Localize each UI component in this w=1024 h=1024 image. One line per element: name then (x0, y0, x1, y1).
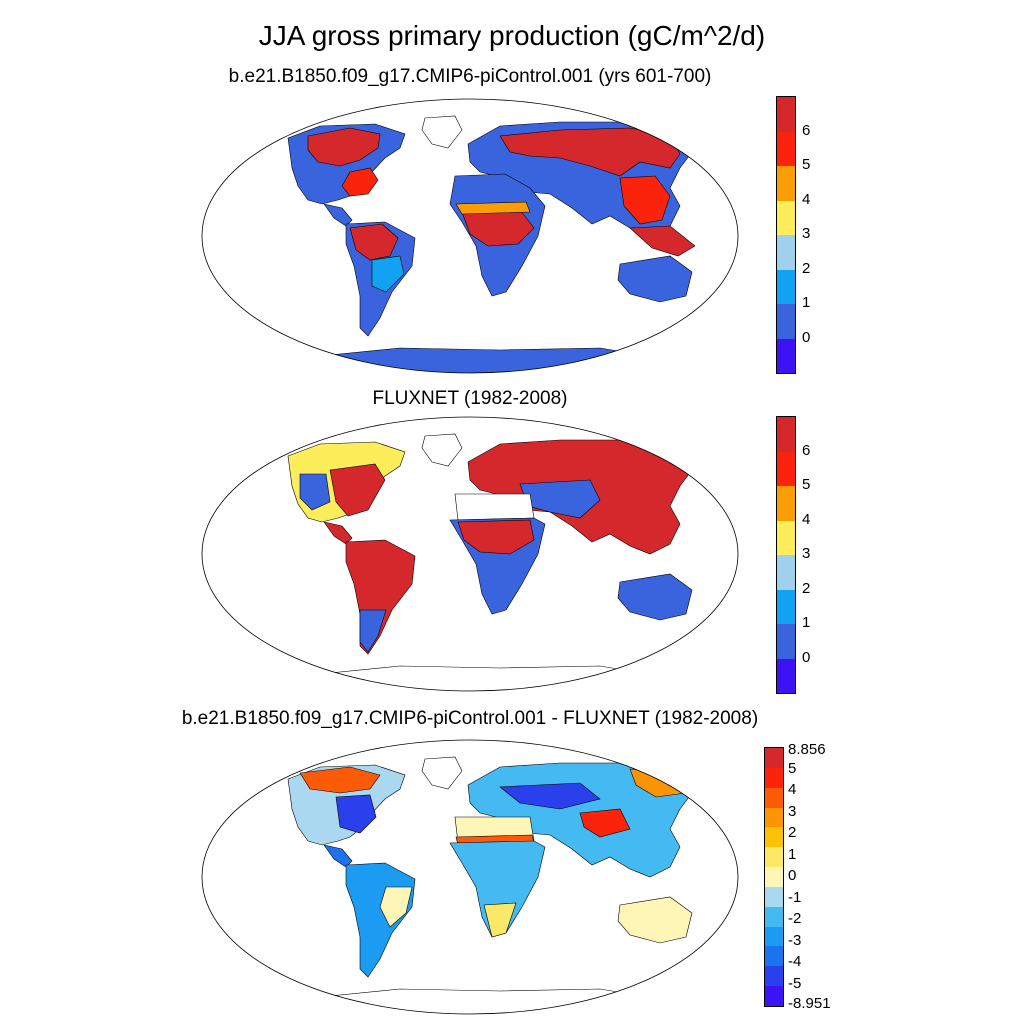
colorbar-segment (777, 338, 795, 373)
colorbar-segment (777, 520, 795, 555)
colorbar-label: 3 (802, 225, 811, 242)
colorbar-segment (765, 807, 783, 828)
colorbar-label: 3 (802, 545, 811, 562)
colorbar-segment (777, 131, 795, 166)
colorbar-label: 2 (788, 824, 797, 841)
north-america-east (329, 463, 386, 517)
colorbar-label: 4 (788, 781, 797, 798)
asia-plateau (579, 808, 631, 838)
colorbar-segment (777, 304, 795, 339)
colorbar-label: -1 (788, 888, 802, 906)
colorbar-segment (777, 97, 795, 132)
colorbar-label: -8.951 (788, 995, 831, 1012)
australia (617, 896, 693, 944)
colorbar-segment (777, 235, 795, 270)
colorbar-segment (765, 827, 783, 848)
north-america-east (341, 167, 379, 197)
colorbar-segment (777, 166, 795, 201)
colorbar-segment (765, 787, 783, 808)
colorbar-label: 0 (802, 648, 811, 666)
australia (617, 573, 693, 621)
north-america-east (335, 794, 377, 834)
colorbar-segment (765, 767, 783, 788)
colorbar-segment (777, 269, 795, 304)
colorbar-label: -5 (788, 974, 802, 992)
colorbar-segment (765, 946, 783, 967)
colorbar-label: -2 (788, 910, 802, 927)
panel-3-title: b.e21.B1850.f09_g17.CMIP6-piControl.001 … (181, 708, 759, 729)
australia (617, 255, 693, 303)
south-america-south (359, 609, 387, 653)
colorbar-label: -3 (788, 931, 802, 949)
south-america-east (379, 886, 413, 928)
eurasia-central (499, 782, 601, 810)
north-america-boreal (307, 127, 381, 167)
fluxnet-gpp-map (201, 416, 739, 692)
colorbar-segment (777, 486, 795, 521)
colorbar-segment (765, 867, 783, 887)
central-america (323, 203, 353, 227)
colorbar-label: 2 (802, 259, 811, 277)
greenland (421, 433, 463, 467)
colorbar-fluxnet (776, 416, 796, 694)
figure-title: JJA gross primary production (gC/m^2/d) (258, 20, 766, 51)
brazil-south (371, 255, 405, 293)
north-america-west (299, 473, 331, 511)
colorbar-segment (777, 624, 795, 659)
colorbar-segment (765, 926, 783, 947)
east-asia (619, 175, 671, 225)
colorbar-segment (777, 555, 795, 590)
difference-map (201, 739, 739, 1015)
africa-sahel (455, 201, 531, 215)
colorbar-label: 1 (802, 294, 811, 311)
colorbar-segment (765, 906, 783, 927)
colorbar-label: 3 (788, 802, 797, 820)
sahara (454, 493, 535, 521)
colorbar-label: 0 (788, 867, 797, 884)
colorbar-segment (777, 589, 795, 624)
colorbar-segment (765, 748, 783, 768)
amazon (349, 223, 399, 261)
colorbar-label: -4 (788, 953, 802, 970)
colorbar-label: 0 (802, 328, 811, 346)
colorbar-segment (765, 966, 783, 987)
colorbar-label: 5 (788, 759, 797, 777)
colorbar-label: 8.856 (788, 741, 826, 758)
greenland (421, 756, 463, 790)
colorbar-label: 5 (802, 476, 811, 493)
greenland (421, 115, 463, 149)
colorbar-segment (777, 417, 795, 452)
colorbar-segment (765, 886, 783, 907)
colorbar-label: 6 (802, 441, 811, 459)
colorbar-segment (765, 847, 783, 868)
central-america (323, 521, 353, 545)
model-gpp-map (201, 98, 739, 374)
colorbar-label: 2 (802, 579, 811, 597)
colorbar-label: 5 (802, 156, 811, 173)
panel-1-title: b.e21.B1850.f09_g17.CMIP6-piControl.001 … (228, 66, 712, 87)
colorbar-segment (777, 658, 795, 693)
colorbar-label: 4 (802, 510, 811, 528)
colorbar-segment (777, 451, 795, 486)
africa-tropics (457, 519, 535, 555)
colorbar-difference (764, 747, 784, 1007)
southeast-asia (629, 225, 696, 257)
colorbar-label: 4 (802, 190, 811, 208)
panel-2-title: FLUXNET (1982-2008) (372, 388, 568, 409)
colorbar-segment (777, 200, 795, 235)
colorbar-segment (765, 986, 783, 1006)
central-america (323, 844, 353, 868)
north-america-boreal (299, 766, 381, 794)
colorbar-label: 1 (802, 614, 811, 631)
colorbar-label: 1 (788, 845, 797, 863)
africa-south (483, 902, 517, 938)
eurasia-boreal (499, 127, 681, 177)
colorbar-label: 6 (802, 121, 811, 139)
colorbar-model (776, 96, 796, 374)
